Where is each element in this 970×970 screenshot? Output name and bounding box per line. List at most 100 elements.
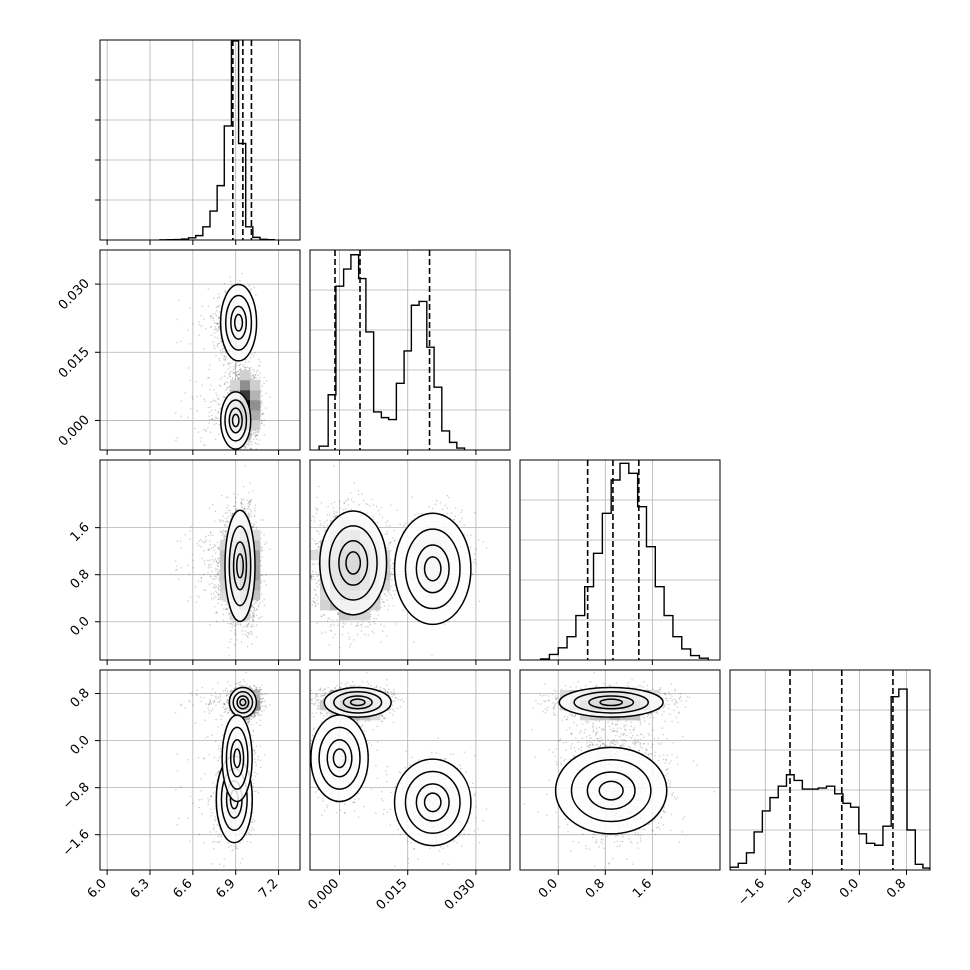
sample-point	[219, 520, 221, 523]
sample-point	[195, 380, 198, 383]
sample-point	[221, 351, 224, 353]
sample-point	[227, 509, 230, 512]
sample-point	[248, 367, 251, 370]
sample-point	[248, 284, 251, 287]
sample-point	[229, 365, 231, 368]
sample-point	[253, 610, 256, 612]
sample-point	[198, 321, 200, 323]
sample-point	[213, 577, 216, 580]
sample-point	[227, 516, 229, 518]
sample-point	[187, 329, 189, 331]
sample-point	[204, 444, 206, 447]
sample-point	[217, 593, 220, 595]
sample-point	[219, 407, 222, 410]
sample-point	[248, 633, 251, 636]
sample-point	[208, 415, 210, 417]
sample-point	[210, 547, 213, 550]
sample-point	[224, 371, 227, 374]
sample-point	[187, 600, 189, 602]
sample-point	[235, 361, 238, 364]
sample-point	[228, 362, 231, 365]
sample-point	[215, 590, 217, 592]
sample-point	[217, 316, 220, 319]
sample-point	[189, 342, 192, 345]
sample-point	[210, 384, 213, 387]
sample-point	[184, 392, 186, 394]
sample-point	[261, 600, 264, 603]
sample-point	[224, 350, 226, 353]
sample-point	[220, 341, 222, 343]
sample-point	[250, 433, 253, 436]
sample-point	[252, 614, 254, 617]
sample-point	[215, 560, 218, 563]
sample-point	[209, 431, 212, 434]
sample-point	[218, 547, 220, 550]
sample-point	[237, 377, 240, 380]
sample-point	[247, 625, 249, 627]
sample-point	[210, 563, 213, 566]
sample-point	[257, 430, 260, 433]
sample-point	[241, 272, 243, 275]
sample-point	[213, 575, 216, 577]
sample-point	[240, 505, 243, 508]
sample-point	[244, 633, 247, 636]
sample-point	[174, 412, 177, 414]
sample-point	[254, 376, 256, 378]
sample-point	[237, 378, 239, 381]
sample-point	[248, 368, 251, 370]
sample-point	[257, 604, 260, 607]
sample-point	[225, 608, 227, 610]
sample-point	[226, 363, 229, 366]
sample-point	[265, 380, 268, 382]
sample-point	[205, 430, 208, 433]
sample-point	[251, 434, 253, 436]
sample-point	[215, 612, 217, 615]
sample-point	[253, 609, 256, 611]
sample-point	[224, 523, 226, 526]
sample-point	[241, 364, 244, 366]
sample-point	[210, 409, 213, 412]
sample-point	[213, 319, 215, 322]
sample-point	[260, 422, 263, 425]
sample-point	[208, 419, 211, 421]
sample-point	[210, 315, 212, 317]
sample-point	[219, 304, 221, 307]
sample-point	[209, 544, 211, 546]
sample-point	[226, 511, 228, 514]
sample-point	[246, 635, 248, 637]
sample-point	[234, 623, 237, 625]
sample-point	[261, 385, 263, 387]
sample-point	[253, 514, 256, 517]
sample-point	[215, 416, 217, 419]
sample-point	[228, 385, 231, 388]
sample-point	[216, 394, 218, 397]
sample-point	[224, 524, 226, 527]
sample-point	[248, 441, 250, 444]
sample-point	[241, 630, 243, 632]
sample-point	[212, 317, 215, 320]
sample-point	[215, 575, 218, 578]
sample-point	[256, 431, 258, 433]
sample-point	[249, 440, 251, 443]
sample-point	[245, 443, 248, 446]
sample-point	[263, 434, 266, 436]
sample-point	[251, 526, 254, 529]
sample-point	[229, 275, 231, 278]
sample-point	[218, 359, 221, 362]
sample-point	[239, 455, 241, 457]
sample-point	[251, 353, 253, 356]
sample-point	[231, 371, 234, 373]
sample-point	[229, 638, 232, 640]
sample-point	[227, 362, 230, 364]
sample-point	[238, 364, 241, 367]
sample-point	[200, 325, 203, 328]
sample-point	[204, 535, 207, 538]
sample-point	[203, 541, 206, 544]
sample-point	[212, 389, 215, 391]
sample-point	[245, 366, 247, 369]
panel-frame	[99, 39, 301, 241]
sample-point	[210, 598, 213, 600]
sample-point	[254, 434, 257, 437]
sample-point	[217, 403, 219, 405]
sample-point	[234, 378, 236, 381]
